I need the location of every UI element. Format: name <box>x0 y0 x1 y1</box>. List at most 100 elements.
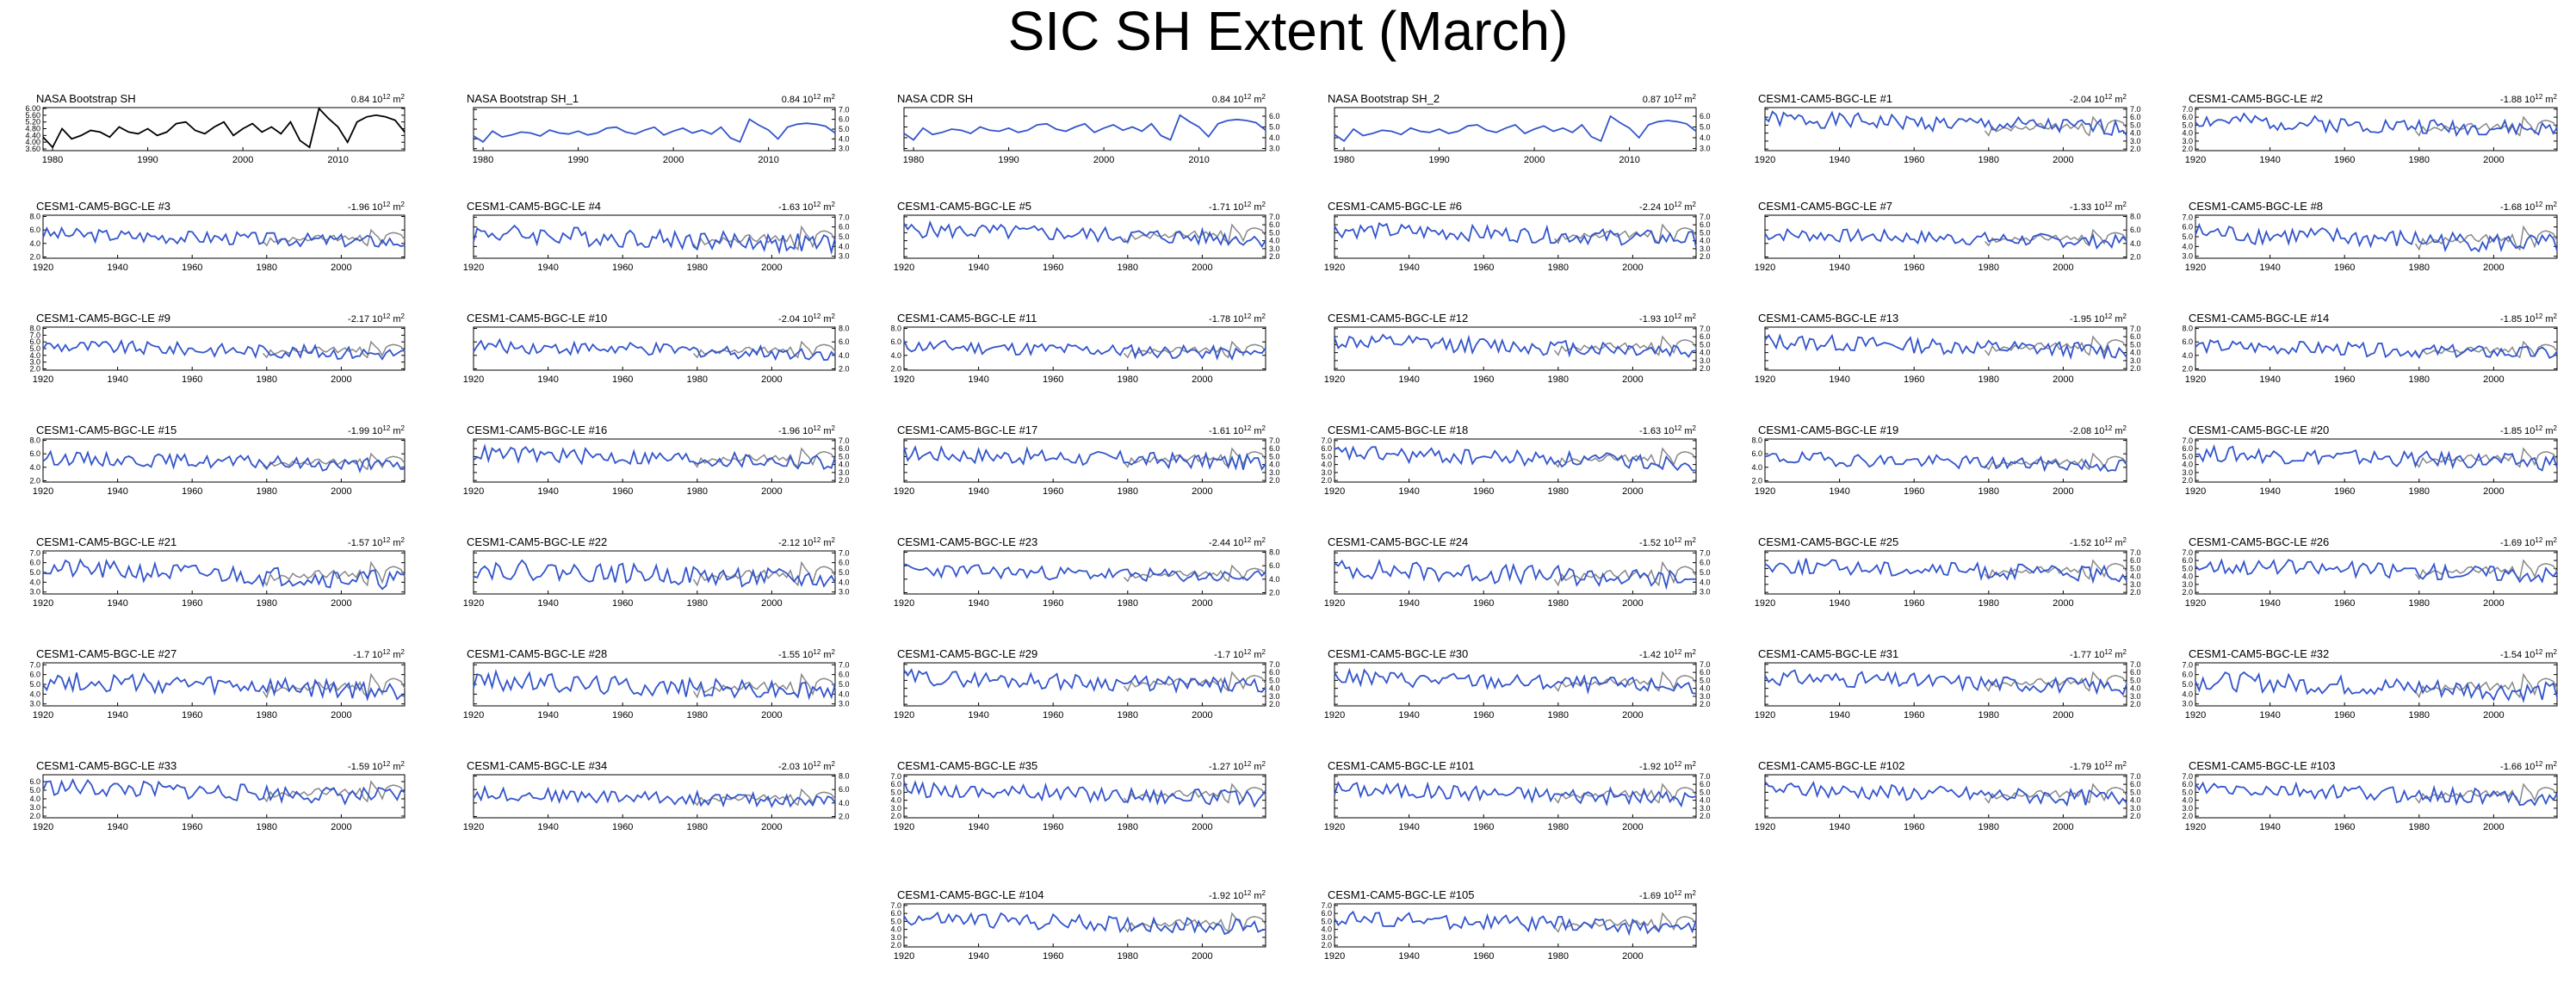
trend-label: -1.52 1012 m2 <box>1639 536 1697 548</box>
x-tick-label: 1960 <box>182 263 202 273</box>
plot-frame <box>903 438 1266 483</box>
x-tick-label: 1960 <box>1904 486 1924 497</box>
panel-title: CESM1-CAM5-BGC-LE #24 <box>1328 535 1468 548</box>
y-tick-label: 6.0 <box>839 444 850 453</box>
obs-overlay-line <box>1553 782 1697 804</box>
y-tick-label: 2.0 <box>2130 588 2141 597</box>
y-tick-label: 3.0 <box>1269 244 1280 253</box>
panel: CESM1-CAM5-BGC-LE #1 -2.04 1012 m2 1920 194… <box>1755 92 2141 165</box>
series-line <box>1764 227 2127 251</box>
x-tick-label: 1940 <box>1829 374 1849 385</box>
x-tick-label: 1940 <box>107 374 127 385</box>
y-tick-label: 2.0 <box>29 252 40 261</box>
series-line <box>2195 443 2558 472</box>
x-tick-label: 1980 <box>687 374 708 385</box>
x-tick-label: 2000 <box>1192 598 1212 609</box>
y-tick-label: 8.0 <box>1751 436 1762 445</box>
y-tick-label: 3.0 <box>839 700 850 708</box>
x-tick-label: 1980 <box>1118 374 1138 385</box>
y-tick-label: 7.0 <box>839 105 850 114</box>
series-line <box>473 443 836 471</box>
panel: CESM1-CAM5-BGC-LE #32 -1.54 1012 m2 1920 19… <box>2182 647 2558 721</box>
y-tick-label: 4.0 <box>29 463 40 472</box>
x-tick-label: 2000 <box>1622 263 1643 273</box>
x-tick-label: 1920 <box>2185 155 2206 165</box>
y-tick-label: 5.0 <box>1700 123 1711 132</box>
y-tick-label: 6.0 <box>29 671 40 679</box>
y-tick-label: 6.0 <box>2182 223 2193 232</box>
x-tick-label: 1960 <box>1473 374 1494 385</box>
x-tick-label: 2000 <box>2053 598 2073 609</box>
x-tick-label: 1920 <box>1755 155 1775 165</box>
panel: CESM1-CAM5-BGC-LE #30 -1.42 1012 m2 1920 19… <box>1324 647 1711 721</box>
panel-title: CESM1-CAM5-BGC-LE #27 <box>36 647 176 660</box>
plot-frame <box>1764 550 2127 595</box>
y-tick-label: 6.0 <box>1700 780 1711 789</box>
x-tick-label: 1920 <box>894 263 914 273</box>
y-tick-label: 3.0 <box>1269 145 1280 153</box>
series-line <box>903 339 1266 362</box>
trend-label: -1.52 1012 m2 <box>2070 536 2127 548</box>
trend-label: -2.12 1012 m2 <box>778 536 836 548</box>
series-line <box>2195 781 2558 807</box>
trend-label: -1.54 1012 m2 <box>2500 648 2558 660</box>
x-tick-label: 1980 <box>1978 598 1999 609</box>
obs-overlay-line <box>1984 452 2127 471</box>
x-tick-label: 2000 <box>1622 951 1643 962</box>
x-tick-label: 2000 <box>1192 486 1212 497</box>
panel-title: CESM1-CAM5-BGC-LE #101 <box>1328 759 1475 772</box>
y-tick-label: 5.0 <box>1269 676 1280 684</box>
x-tick-label: 1980 <box>687 710 708 721</box>
panel: CESM1-CAM5-BGC-LE #15 -1.99 1012 m2 1920 19… <box>29 424 406 497</box>
y-tick-label: 5.0 <box>2130 788 2141 796</box>
x-tick-label: 1920 <box>894 710 914 721</box>
trend-label: -1.55 1012 m2 <box>778 648 836 660</box>
y-tick-label: 5.0 <box>29 344 40 353</box>
x-tick-label: 1920 <box>894 822 914 832</box>
panel-title: CESM1-CAM5-BGC-LE #20 <box>2189 424 2329 436</box>
panel-title: CESM1-CAM5-BGC-LE #21 <box>36 535 176 548</box>
y-tick-label: 5.0 <box>890 917 901 925</box>
y-tick-label: 6.0 <box>1321 909 1332 918</box>
x-tick-label: 2000 <box>2483 710 2504 721</box>
y-tick-label: 5.0 <box>839 232 850 241</box>
x-tick-label: 2000 <box>2053 822 2073 832</box>
x-tick-label: 1980 <box>2409 598 2430 609</box>
trend-label: -1.63 1012 m2 <box>1639 424 1697 436</box>
y-tick-label: 7.0 <box>1321 436 1332 445</box>
x-tick-label: 1960 <box>1904 155 1924 165</box>
y-tick-label: 6.0 <box>839 671 850 679</box>
x-tick-label: 1980 <box>1118 486 1138 497</box>
y-tick-label: 2.0 <box>2182 476 2193 485</box>
x-tick-label: 1940 <box>2259 374 2280 385</box>
x-tick-label: 2000 <box>1192 263 1212 273</box>
panel-title: CESM1-CAM5-BGC-LE #10 <box>467 312 607 325</box>
panel-title: CESM1-CAM5-BGC-LE #15 <box>36 424 176 436</box>
y-tick-label: 2.0 <box>1269 476 1280 485</box>
y-tick-label: 6.0 <box>2182 780 2193 789</box>
series-line <box>1334 558 1697 591</box>
x-tick-label: 1920 <box>2185 263 2206 273</box>
y-tick-label: 8.0 <box>29 325 40 333</box>
y-tick-label: 4.0 <box>839 242 850 251</box>
y-tick-label: 4.0 <box>2182 461 2193 469</box>
y-tick-label: 5.0 <box>1700 788 1711 796</box>
y-tick-label: 5.0 <box>1269 123 1280 132</box>
panel-title: CESM1-CAM5-BGC-LE #30 <box>1328 647 1468 660</box>
x-tick-label: 1920 <box>463 374 484 385</box>
y-tick-label: 5.0 <box>2130 564 2141 572</box>
y-tick-label: 5.0 <box>1321 917 1332 925</box>
x-tick-label: 1940 <box>968 822 988 832</box>
y-tick-label: 4.0 <box>1700 684 1711 693</box>
x-tick-label: 2000 <box>761 374 782 385</box>
obs-overlay-line <box>692 447 836 468</box>
y-tick-label: 2.0 <box>1269 252 1280 261</box>
y-tick-label: 4.0 <box>890 796 901 805</box>
trend-label: -1.92 1012 m2 <box>1209 889 1266 901</box>
panel-title: CESM1-CAM5-BGC-LE #28 <box>467 647 607 660</box>
x-tick-label: 1960 <box>2334 822 2355 832</box>
x-tick-label: 1920 <box>33 598 53 609</box>
plot-frame <box>2195 550 2558 595</box>
y-tick-label: 4.0 <box>839 461 850 469</box>
plot-frame <box>1764 326 2127 371</box>
